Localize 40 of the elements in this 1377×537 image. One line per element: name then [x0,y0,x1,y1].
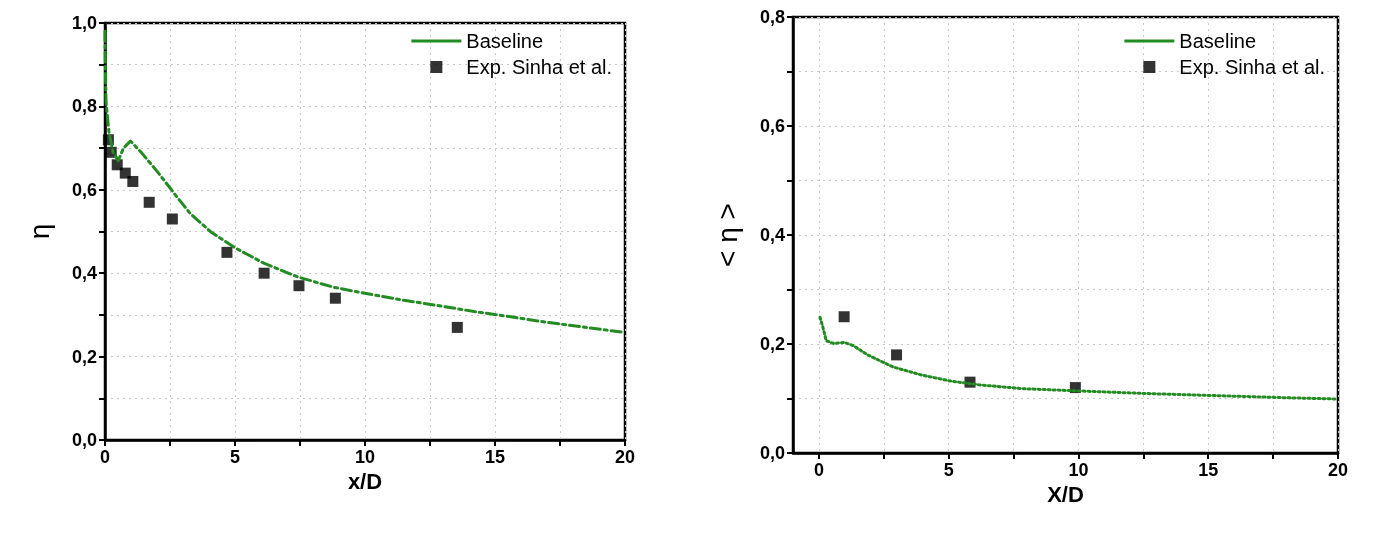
y-axis-title: < η > [711,203,743,267]
legend-label: Exp. Sinha et al. [466,56,613,78]
x-tick-label: 5 [943,460,954,480]
y-tick-label: 0,4 [71,263,97,284]
point [258,267,270,279]
y-tick-label: 0,0 [71,430,97,450]
point [166,213,178,225]
x-axis-title: x/D [347,469,383,495]
point [293,280,305,292]
x-tick-label: 5 [229,447,241,467]
point [891,349,903,361]
y-tick-label: 1,0 [71,13,97,33]
point [838,311,850,323]
legend-label: Baseline [1179,30,1257,52]
y-tick-label: 0,6 [759,116,785,136]
x-tick-label: 10 [1068,460,1089,480]
point [221,246,233,258]
point [127,175,139,187]
point [329,292,341,304]
x-axis-title: X/D [1047,482,1084,508]
x-tick-label: 0 [99,447,111,467]
point [451,321,463,333]
y-tick-label: 0,2 [71,346,97,367]
legend-label: Baseline [466,30,544,52]
x-tick-label: 0 [813,460,824,480]
y-tick-label: 0,2 [759,334,785,354]
x-tick-label: 15 [1198,460,1219,480]
x-tick-label: 10 [354,447,376,467]
x-tick-label: 15 [484,447,506,467]
legend-label: Exp. Sinha et al. [1179,56,1326,78]
y-tick-label: 0,8 [759,7,785,27]
y-tick-label: 0,6 [71,179,97,200]
x-tick-label: 20 [1327,460,1349,480]
y-tick-label: 0,0 [759,443,785,463]
x-tick-label: 20 [614,447,636,467]
point [119,167,131,179]
point [143,196,155,208]
y-axis-title: η [23,223,55,240]
y-tick-label: 0,8 [71,96,97,117]
y-tick-label: 0,4 [759,225,785,245]
